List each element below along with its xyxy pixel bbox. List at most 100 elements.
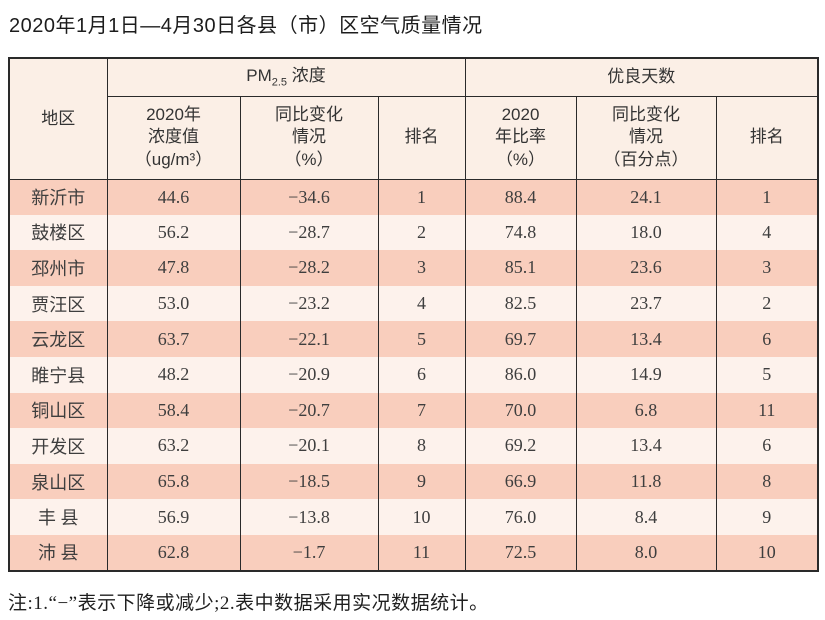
cell-pm-rank: 3 — [377, 250, 466, 286]
cell-region: 睢宁县 — [8, 356, 108, 393]
cell-pm-value: 65.8 — [106, 463, 241, 500]
cell-days-rank: 8 — [715, 463, 819, 500]
cell-pm-change: −28.2 — [239, 250, 379, 286]
header-group-row: 地区 PM2.5 浓度 优良天数 — [8, 57, 819, 180]
header-days-group: 优良天数 — [464, 57, 819, 97]
cell-region: 邳州市 — [8, 250, 108, 286]
cell-pm-value: 48.2 — [106, 356, 241, 393]
cell-pm-rank: 4 — [377, 285, 466, 322]
cell-days-change: 23.6 — [575, 250, 717, 286]
cell-pm-change: −20.1 — [239, 428, 379, 464]
header-pm-change: 同比变化 情况 （%） — [239, 95, 379, 180]
cell-pm-value: 56.9 — [106, 499, 241, 535]
cell-days-rank: 4 — [715, 214, 819, 251]
table-row: 泉山区 65.8 −18.5 9 66.9 11.8 8 — [8, 463, 819, 500]
cell-pm-change: −20.9 — [239, 356, 379, 393]
cell-pm-value: 63.2 — [106, 428, 241, 464]
cell-days-change: 6.8 — [575, 392, 717, 429]
cell-days-rate: 70.0 — [464, 392, 577, 429]
header-days-rank: 排名 — [715, 95, 819, 180]
cell-pm-change: −34.6 — [239, 179, 379, 215]
cell-pm-rank: 9 — [377, 463, 466, 500]
table-row: 睢宁县 48.2 −20.9 6 86.0 14.9 5 — [8, 356, 819, 393]
cell-days-change: 11.8 — [575, 463, 717, 500]
cell-pm-rank: 11 — [377, 534, 466, 571]
cell-pm-value: 63.7 — [106, 321, 241, 357]
air-quality-table: 地区 PM2.5 浓度 优良天数 2020年 浓度值 （ug/m³） 同比变化 … — [8, 57, 820, 572]
cell-pm-value: 62.8 — [106, 534, 241, 571]
header-region: 地区 — [8, 57, 108, 180]
cell-pm-change: −20.7 — [239, 392, 379, 429]
cell-days-change: 14.9 — [575, 356, 717, 393]
cell-days-change: 23.7 — [575, 285, 717, 322]
cell-days-rate: 74.8 — [464, 214, 577, 251]
table-row: 新沂市 44.6 −34.6 1 88.4 24.1 1 — [8, 179, 819, 215]
cell-days-change: 8.4 — [575, 499, 717, 535]
cell-days-rank: 6 — [715, 321, 819, 357]
cell-days-rank: 9 — [715, 499, 819, 535]
cell-pm-value: 44.6 — [106, 179, 241, 215]
footnote: 注:1.“−”表示下降或减少;2.表中数据采用实况数据统计。 — [8, 593, 489, 614]
cell-days-rate: 86.0 — [464, 356, 577, 393]
cell-region: 沛 县 — [8, 534, 108, 571]
cell-days-change: 24.1 — [575, 179, 717, 215]
cell-pm-value: 47.8 — [106, 250, 241, 286]
cell-pm-rank: 1 — [377, 179, 466, 215]
table-row: 沛 县 62.8 −1.7 11 72.5 8.0 10 — [8, 534, 819, 571]
header-days-rate: 2020 年比率 （%） — [464, 95, 577, 180]
cell-days-rate: 69.7 — [464, 321, 577, 357]
pm-label-subscript: 2.5 — [271, 76, 288, 89]
table-row: 铜山区 58.4 −20.7 7 70.0 6.8 11 — [8, 392, 819, 429]
cell-region: 鼓楼区 — [8, 214, 108, 251]
table-row: 开发区 63.2 −20.1 8 69.2 13.4 6 — [8, 428, 819, 464]
cell-pm-change: −28.7 — [239, 214, 379, 251]
table-row: 鼓楼区 56.2 −28.7 2 74.8 18.0 4 — [8, 214, 819, 251]
header-pm-rank: 排名 — [377, 95, 466, 180]
cell-days-rate: 76.0 — [464, 499, 577, 535]
cell-pm-rank: 6 — [377, 356, 466, 393]
cell-days-rank: 6 — [715, 428, 819, 464]
cell-pm-rank: 5 — [377, 321, 466, 357]
cell-days-rate: 72.5 — [464, 534, 577, 571]
cell-days-change: 13.4 — [575, 428, 717, 464]
cell-region: 开发区 — [8, 428, 108, 464]
cell-pm-value: 53.0 — [106, 285, 241, 322]
cell-days-rate: 82.5 — [464, 285, 577, 322]
cell-pm-rank: 8 — [377, 428, 466, 464]
cell-region: 泉山区 — [8, 463, 108, 500]
cell-days-rank: 1 — [715, 179, 819, 215]
cell-pm-value: 56.2 — [106, 214, 241, 251]
cell-region: 新沂市 — [8, 179, 108, 215]
table-body: 新沂市 44.6 −34.6 1 88.4 24.1 1 鼓楼区 56.2 −28.7 2 74.8 1… — [8, 179, 819, 571]
cell-days-rank: 5 — [715, 356, 819, 393]
cell-pm-change: −13.8 — [239, 499, 379, 535]
pm-label-prefix: PM — [246, 65, 272, 85]
cell-days-rate: 85.1 — [464, 250, 577, 286]
cell-pm-change: −1.7 — [239, 534, 379, 571]
cell-region: 云龙区 — [8, 321, 108, 357]
cell-pm-change: −23.2 — [239, 285, 379, 322]
page-title: 2020年1月1日—4月30日各县（市）区空气质量情况 — [9, 15, 483, 37]
cell-days-rank: 2 — [715, 285, 819, 322]
cell-pm-change: −22.1 — [239, 321, 379, 357]
cell-days-change: 13.4 — [575, 321, 717, 357]
cell-pm-rank: 7 — [377, 392, 466, 429]
cell-pm-rank: 2 — [377, 214, 466, 251]
header-days-change: 同比变化 情况 （百分点） — [575, 95, 717, 180]
cell-days-rate: 69.2 — [464, 428, 577, 464]
table-row: 贾汪区 53.0 −23.2 4 82.5 23.7 2 — [8, 285, 819, 322]
cell-pm-rank: 10 — [377, 499, 466, 535]
cell-region: 贾汪区 — [8, 285, 108, 322]
table-row: 邳州市 47.8 −28.2 3 85.1 23.6 3 — [8, 250, 819, 286]
cell-region: 丰 县 — [8, 499, 108, 535]
table-header: 地区 PM2.5 浓度 优良天数 2020年 浓度值 （ug/m³） 同比变化 … — [8, 57, 819, 180]
header-pm-value: 2020年 浓度值 （ug/m³） — [106, 95, 241, 180]
pm-label-suffix: 浓度 — [287, 65, 326, 85]
table-row: 丰 县 56.9 −13.8 10 76.0 8.4 9 — [8, 499, 819, 535]
cell-days-rank: 10 — [715, 534, 819, 571]
cell-pm-change: −18.5 — [239, 463, 379, 500]
header-sub-row: 2020年 浓度值 （ug/m³） 同比变化 情况 （%） 排名 2020 年比… — [9, 95, 819, 180]
cell-pm-value: 58.4 — [106, 392, 241, 429]
cell-days-rank: 11 — [715, 392, 819, 429]
